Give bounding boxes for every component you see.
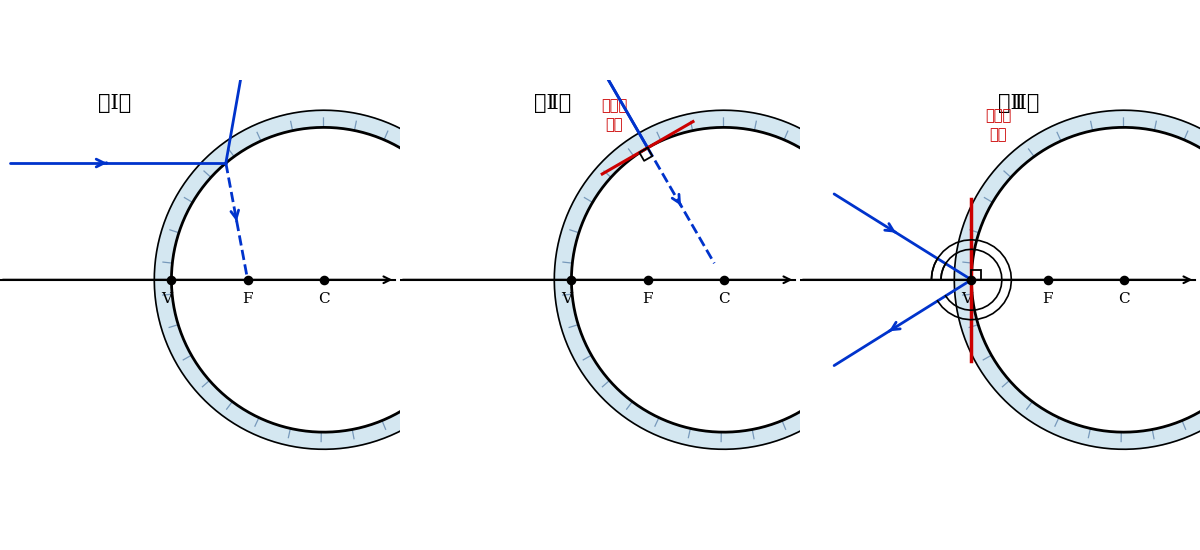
Text: 球面の
接線: 球面の 接線: [985, 108, 1012, 142]
Point: [314, 276, 334, 284]
Point: [638, 276, 658, 284]
Text: F: F: [642, 292, 653, 306]
Text: F: F: [1043, 292, 1052, 306]
Text: V: V: [161, 292, 172, 306]
Point: [162, 276, 181, 284]
Point: [962, 276, 982, 284]
Text: C: C: [1118, 292, 1129, 306]
Text: （I）: （I）: [97, 94, 131, 113]
Point: [562, 276, 581, 284]
Point: [714, 276, 733, 284]
Polygon shape: [554, 110, 821, 449]
Text: 球面の
接線: 球面の 接線: [601, 98, 628, 132]
Text: （Ⅱ）: （Ⅱ）: [534, 94, 571, 113]
Polygon shape: [954, 110, 1200, 449]
Text: C: C: [318, 292, 330, 306]
Polygon shape: [155, 110, 421, 449]
Bar: [972, 270, 980, 280]
Text: （Ⅲ）: （Ⅲ）: [998, 94, 1039, 113]
Text: C: C: [718, 292, 730, 306]
Text: V: V: [961, 292, 972, 306]
Text: F: F: [242, 292, 253, 306]
Text: V: V: [562, 292, 572, 306]
Point: [238, 276, 257, 284]
Point: [1038, 276, 1057, 284]
Point: [1115, 276, 1134, 284]
